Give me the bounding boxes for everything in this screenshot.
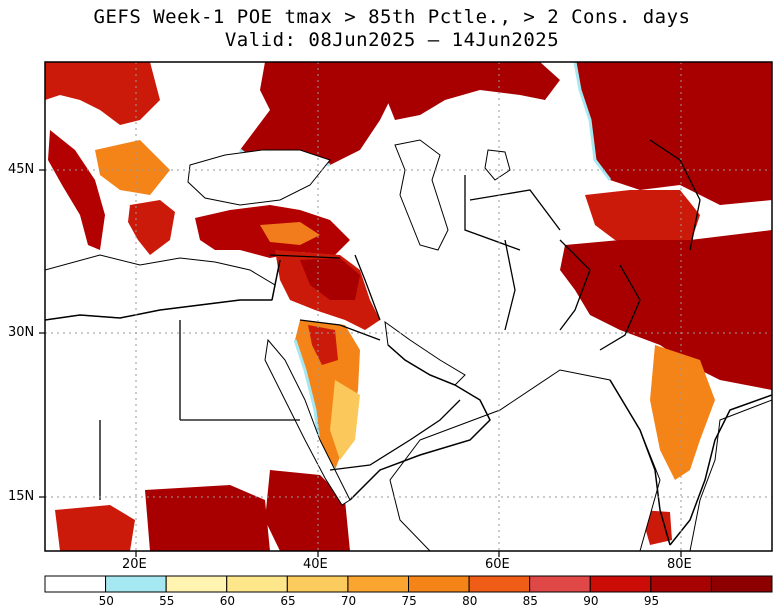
lat-label-45: 45N	[8, 162, 35, 177]
colorbar-swatch	[529, 575, 591, 593]
probability-shading	[45, 62, 772, 551]
bay-of-bengal	[689, 399, 772, 551]
colorbar-label: 55	[159, 594, 175, 608]
edge-contour-central-asia	[573, 62, 612, 181]
colorbar-swatch	[650, 575, 712, 593]
colorbar-swatch	[286, 575, 349, 593]
colorbar-swatch	[589, 575, 652, 593]
axis-ticks	[39, 169, 682, 557]
colorbar-label: 50	[98, 594, 114, 608]
colorbar-label: 75	[401, 594, 417, 608]
lon-label-60: 60E	[485, 557, 510, 572]
colorbar-swatch	[44, 575, 107, 593]
map-frame	[44, 61, 773, 552]
black-sea	[187, 149, 331, 206]
heat-area-volga	[385, 62, 560, 120]
colorbar-label: 80	[462, 594, 478, 608]
lat-label-15: 15N	[8, 489, 35, 504]
heat-area-greece	[128, 200, 175, 255]
border-saudi-yemen	[329, 439, 411, 471]
heat-area-tajikistan	[585, 190, 700, 250]
border-kazakhstan-uzbek	[464, 175, 521, 251]
border-oman	[409, 399, 461, 441]
border-iraq-iran	[354, 254, 381, 321]
heat-area-sahel-west	[55, 505, 135, 551]
graticule	[45, 62, 772, 551]
colorbar-swatch	[226, 575, 288, 593]
colorbar-swatch	[347, 575, 410, 593]
lon-label-40: 40E	[303, 557, 328, 572]
heat-area-arabia-mild	[330, 380, 360, 460]
border-pakistan-india	[599, 264, 641, 351]
map-title-line1: GEFS Week-1 POE tmax > 85th Pctle., > 2 …	[93, 6, 691, 28]
arabian-sea	[389, 369, 661, 551]
colorbar-label: 90	[583, 594, 599, 608]
coast-levant	[271, 259, 281, 301]
border-turkey-syria	[269, 254, 341, 259]
heat-area-pakistan-india	[560, 230, 772, 390]
colorbar-swatch	[710, 575, 773, 593]
colorbar-label: 85	[522, 594, 538, 608]
heat-area-ukraine	[240, 62, 395, 175]
water-bodies	[45, 139, 772, 551]
coast-africa-north	[45, 299, 272, 321]
coastlines	[45, 259, 772, 546]
heat-area-iraq-core	[300, 258, 360, 300]
colorbar-label: 70	[340, 594, 357, 608]
country-borders	[99, 139, 701, 500]
heat-area-turkey-warm	[260, 222, 320, 245]
border-china-west	[649, 139, 701, 251]
heat-area-india-west	[650, 345, 715, 480]
caspian-sea	[394, 139, 449, 251]
colorbar-label: 65	[280, 594, 296, 608]
heat-area-ethiopia	[265, 470, 350, 551]
lat-label-30: 30N	[8, 325, 35, 340]
heat-area-balkans-warm	[95, 140, 170, 195]
lon-label-80: 80E	[667, 557, 692, 572]
border-afghanistan-pakistan	[559, 239, 591, 331]
colorbar-swatch	[165, 575, 228, 593]
lon-label-20: 20E	[122, 557, 147, 572]
colorbar-label: 60	[219, 594, 236, 608]
border-uzbek-turkmen	[469, 189, 561, 231]
colorbar-swatch	[408, 575, 470, 593]
colorbar-swatch	[468, 575, 531, 593]
border-iran-afghanistan	[504, 239, 516, 331]
colorbar-label: 95	[643, 594, 660, 608]
heat-area-italy	[48, 130, 105, 250]
coast-arabia-east	[349, 344, 491, 501]
heat-area-europe	[45, 62, 160, 125]
colorbar	[44, 575, 773, 593]
heat-area-sahel	[145, 485, 270, 551]
map-plot-area	[45, 62, 772, 551]
aral-sea	[484, 149, 511, 181]
heat-area-kazakhstan-east	[575, 62, 772, 205]
red-sea	[264, 338, 351, 506]
colorbar-swatch	[105, 575, 167, 593]
coast-india-east	[669, 394, 772, 546]
coast-india-west	[609, 379, 671, 546]
border-saudi-north	[299, 319, 381, 341]
heat-area-arabia-core	[308, 325, 338, 365]
map-title-line2: Valid: 08Jun2025 – 14Jun2025	[224, 29, 560, 51]
